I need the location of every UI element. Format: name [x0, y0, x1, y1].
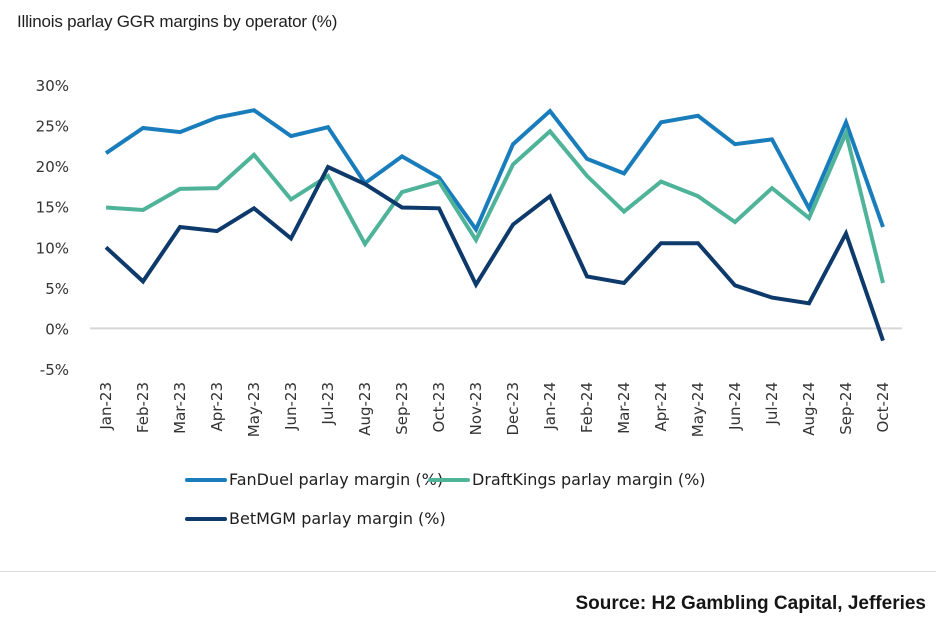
legend-swatch-draftkings [428, 477, 470, 482]
y-tick-label: 0% [45, 320, 69, 338]
y-tick-label: 5% [45, 280, 69, 298]
x-tick-label: Nov-23 [467, 382, 485, 435]
y-tick-label: 15% [36, 199, 69, 217]
legend-item-draftkings: DraftKings parlay margin (%) [428, 470, 706, 489]
x-tick-label: Jan-23 [97, 382, 115, 431]
x-tick-label: Jun-24 [726, 382, 744, 431]
series-line-betmgm [104, 164, 885, 342]
x-tick-label: Oct-24 [874, 382, 892, 432]
x-tick-label: Apr-24 [652, 382, 670, 432]
x-tick-label: Dec-23 [504, 382, 522, 436]
series-line-draftkings [105, 126, 885, 284]
x-tick-label: Feb-24 [578, 382, 596, 433]
x-tick-label: Mar-23 [171, 382, 189, 434]
line-chart: -5% 0% 5% 10% 15% 20% 25% 30% Jan-23 Feb-23 Mar-2… [36, 77, 902, 437]
legend-swatch-betmgm [185, 516, 227, 521]
x-tick-label: Jan-24 [541, 382, 559, 431]
legend-label-fanduel: FanDuel parlay margin (%) [229, 470, 444, 489]
x-tick-label: Oct-23 [430, 382, 448, 432]
x-tick-label: Jun-23 [282, 382, 300, 431]
series-lines [104, 108, 885, 342]
x-tick-label: Aug-23 [356, 382, 374, 436]
x-tick-label: May-23 [245, 382, 263, 437]
y-tick-label: -5% [40, 361, 69, 379]
y-tick-label: 20% [36, 158, 69, 176]
y-tick-label: 10% [36, 239, 69, 257]
y-tick-label: 30% [36, 77, 69, 95]
y-axis: -5% 0% 5% 10% 15% 20% 25% 30% [36, 77, 69, 379]
x-tick-label: Apr-23 [208, 382, 226, 432]
legend-label-betmgm: BetMGM parlay margin (%) [229, 509, 446, 528]
legend-item-betmgm: BetMGM parlay margin (%) [185, 509, 446, 528]
x-axis: Jan-23 Feb-23 Mar-23 Apr-23 May-23 Jun-23 Jul-… [97, 382, 892, 437]
x-tick-label: May-24 [689, 382, 707, 437]
series-line-fanduel [104, 108, 885, 234]
x-tick-label: Aug-24 [800, 382, 818, 436]
chart-title: Illinois parlay GGR margins by operator … [17, 12, 338, 31]
x-tick-label: Sep-23 [393, 382, 411, 435]
x-tick-label: Sep-24 [837, 382, 855, 435]
footer-divider [0, 571, 936, 572]
source-note: Source: H2 Gambling Capital, Jefferies [575, 593, 926, 614]
legend-swatch-fanduel [185, 477, 227, 482]
x-tick-label: Mar-24 [615, 382, 633, 434]
y-tick-label: 25% [36, 118, 69, 136]
legend-item-fanduel: FanDuel parlay margin (%) [185, 470, 443, 489]
x-tick-label: Feb-23 [134, 382, 152, 433]
x-tick-label: Jul-24 [763, 382, 781, 426]
x-tick-label: Jul-23 [319, 382, 337, 426]
legend-label-draftkings: DraftKings parlay margin (%) [472, 470, 706, 489]
